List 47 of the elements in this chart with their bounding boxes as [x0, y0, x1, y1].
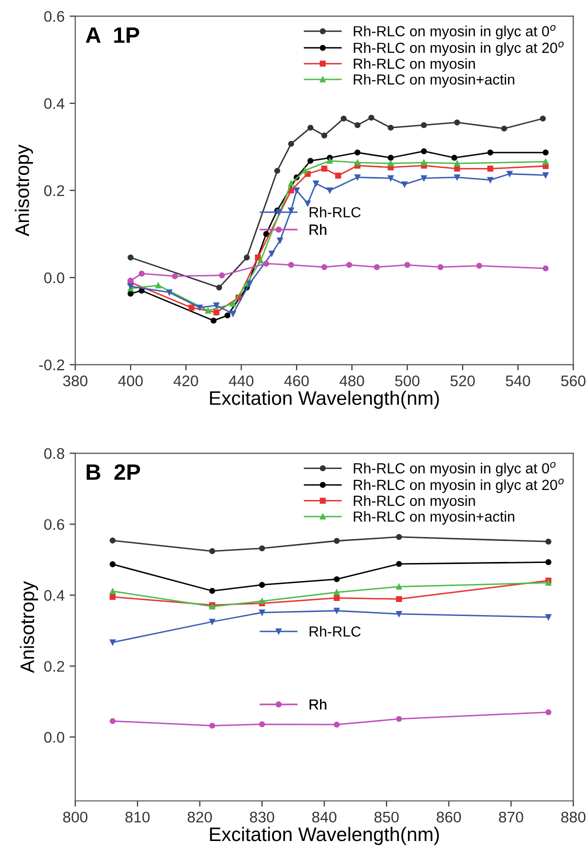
legend-label: Rh-RLC on myosin+actin: [354, 74, 514, 88]
legend-label: Rh: [310, 698, 326, 710]
legend-label: Rh-RLC on myosin: [354, 495, 475, 509]
y-tick-label: 0.0: [44, 732, 64, 743]
x-tick-label: 820: [188, 812, 212, 823]
y-tick-label: 0.6: [44, 11, 64, 22]
legend-label: Rh-RLC on myosin in glyc at 20$^{o}$: [354, 42, 564, 56]
legend-label: Rh-RLC on myosin+actin: [354, 511, 514, 525]
y-tick-label: 0.4: [44, 98, 64, 109]
legend-label: Rh-RLC on myosin in glyc at 20$^{o}$: [354, 478, 564, 493]
x-axis-title: Excitation Wavelength(nm): [210, 390, 439, 409]
legend-label: Rh-RLC: [310, 626, 361, 637]
legend-label: Rh-RLC on myosin: [354, 58, 475, 72]
legend-label: Rh-RLC: [310, 206, 361, 218]
chart-title: B 2P: [86, 464, 140, 480]
y-tick-label: -0.2: [39, 360, 64, 370]
x-tick-label: 520: [450, 375, 475, 386]
x-tick-label: 840: [312, 812, 336, 823]
x-tick-label: 830: [250, 812, 274, 823]
y-tick-label: 0.4: [44, 590, 64, 601]
x-tick-label: 810: [125, 812, 150, 823]
y-tick-label: 0.2: [44, 660, 64, 672]
legend-label: Rh-RLC on myosin in glyc at 0$^{o}$: [354, 462, 556, 476]
legend-label: Rh: [310, 224, 326, 235]
x-tick-label: 480: [340, 375, 364, 386]
x-tick-label: 400: [118, 375, 143, 386]
y-tick-label: 0.6: [44, 519, 64, 530]
x-tick-label: 850: [374, 812, 399, 823]
y-tick-label: 0.0: [44, 272, 64, 284]
x-tick-label: 420: [174, 375, 198, 386]
x-tick-label: 560: [561, 375, 586, 386]
x-tick-label: 870: [498, 812, 524, 823]
x-tick-label: 860: [436, 812, 461, 823]
x-axis-title: Excitation Wavelength(nm): [210, 826, 439, 846]
chart-title: A 1P: [86, 27, 140, 43]
y-tick-label: 0.8: [44, 448, 64, 459]
y-tick-label: 0.2: [44, 185, 64, 196]
legend-label: Rh-RLC on myosin in glyc at 0$^{o}$: [354, 24, 556, 40]
x-tick-label: 540: [506, 375, 530, 386]
x-tick-label: 440: [228, 375, 254, 386]
y-axis-title: Anisotropy: [14, 144, 33, 236]
y-axis-title: Anisotropy: [20, 581, 38, 673]
x-tick-label: 380: [63, 375, 88, 386]
x-tick-label: 460: [284, 375, 309, 386]
x-tick-label: 500: [395, 375, 420, 386]
x-tick-label: 880: [561, 812, 586, 823]
x-tick-label: 800: [63, 812, 88, 823]
